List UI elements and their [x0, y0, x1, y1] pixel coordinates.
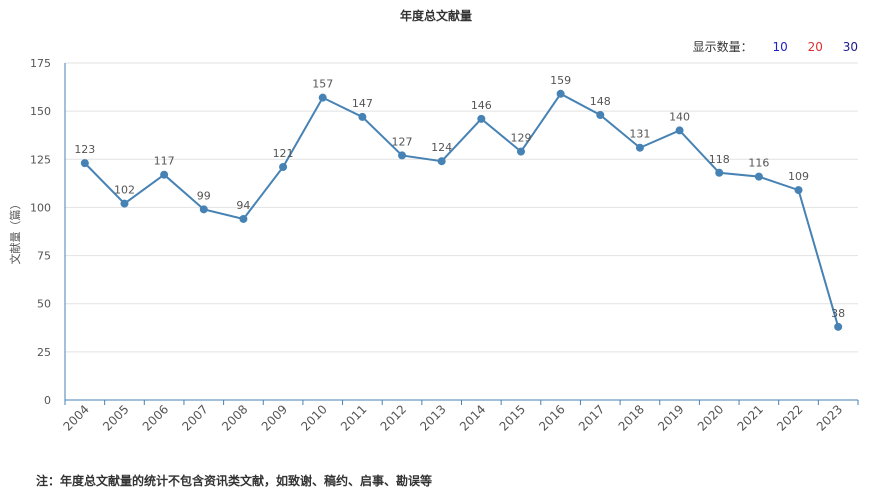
data-label: 99	[197, 189, 211, 202]
data-label: 140	[669, 110, 690, 123]
x-tick-label: 2005	[100, 402, 131, 433]
data-labels: 123 102 117 99 94 121 157 147 127 124 146 129 159 148…	[74, 74, 845, 320]
axes: 0 25 50 75 100 125 150 175 文献量（篇） 2004 2005 2006 200…	[8, 57, 859, 434]
y-tick-label: 150	[30, 105, 51, 118]
data-label: 129	[510, 132, 531, 145]
x-tick-label: 2008	[219, 402, 250, 433]
grid-lines	[65, 62, 858, 401]
data-label: 148	[590, 95, 611, 108]
display-count-option-20[interactable]: 20	[807, 40, 823, 54]
x-tick-label: 2018	[616, 402, 647, 433]
data-label: 102	[114, 184, 135, 197]
data-point[interactable]	[635, 143, 644, 152]
data-point[interactable]	[318, 93, 327, 102]
data-point[interactable]	[279, 162, 288, 171]
y-tick-label: 75	[37, 250, 51, 263]
data-point[interactable]	[80, 159, 89, 168]
data-point[interactable]	[834, 322, 843, 331]
series-line-path	[84, 92, 840, 328]
data-label: 157	[312, 78, 333, 91]
data-label: 127	[392, 135, 413, 148]
x-tick-label: 2016	[536, 402, 567, 433]
data-label: 159	[550, 74, 571, 87]
data-label: 38	[831, 307, 845, 320]
data-point[interactable]	[160, 170, 169, 179]
display-count-option-30[interactable]: 30	[842, 40, 858, 54]
x-tick-label: 2023	[814, 402, 845, 433]
x-tick-label: 2019	[655, 402, 686, 433]
footnote: 注：年度总文献量的统计不包含资讯类文献，如致谢、稿约、启事、勘误等	[36, 474, 433, 488]
data-label: 124	[431, 141, 452, 154]
y-tick-label: 25	[37, 346, 51, 359]
x-tick-label: 2012	[378, 402, 409, 433]
y-tick-label: 100	[30, 201, 51, 214]
data-point[interactable]	[754, 172, 763, 181]
y-tick-label: 175	[30, 57, 51, 70]
display-count-label: 显示数量：	[692, 40, 753, 54]
series-line	[80, 89, 843, 331]
display-count-selector: 显示数量： 10 20 30	[693, 38, 858, 55]
data-label: 109	[788, 170, 809, 183]
y-tick-label: 0	[44, 394, 51, 407]
data-label: 117	[154, 155, 175, 168]
y-tick-label: 50	[37, 298, 51, 311]
data-point[interactable]	[437, 157, 446, 166]
x-tick-label: 2009	[259, 402, 290, 433]
data-label: 123	[74, 143, 95, 156]
data-point[interactable]	[239, 214, 248, 223]
x-tick-label: 2022	[774, 402, 805, 433]
data-point[interactable]	[199, 205, 208, 214]
y-tick-label: 125	[30, 153, 51, 166]
x-tick-label: 2007	[179, 402, 210, 433]
data-point[interactable]	[120, 199, 129, 208]
x-tick-label: 2014	[457, 402, 488, 433]
x-tick-label: 2021	[734, 402, 765, 433]
x-tick-label: 2006	[140, 402, 171, 433]
data-label: 147	[352, 97, 373, 110]
chart-title: 年度总文献量	[399, 9, 472, 23]
x-tick-label: 2017	[576, 402, 607, 433]
data-point[interactable]	[398, 151, 407, 160]
data-label: 121	[273, 147, 294, 160]
display-count-option-10[interactable]: 10	[772, 40, 788, 54]
data-point[interactable]	[477, 114, 486, 123]
data-point[interactable]	[794, 186, 803, 195]
data-label: 118	[709, 153, 730, 166]
x-tick-label: 2020	[695, 402, 726, 433]
y-axis-title: 文献量（篇）	[8, 199, 22, 265]
data-label: 131	[629, 128, 650, 141]
data-point[interactable]	[358, 112, 367, 121]
x-tick-label: 2013	[417, 402, 448, 433]
data-label: 94	[236, 199, 250, 212]
data-label: 146	[471, 99, 492, 112]
data-label: 116	[748, 157, 769, 170]
data-point[interactable]	[675, 126, 684, 135]
data-point[interactable]	[715, 168, 724, 177]
x-tick-label: 2004	[60, 402, 91, 433]
data-point[interactable]	[596, 110, 605, 119]
x-tick-label: 2011	[338, 402, 369, 433]
x-tick-label: 2015	[497, 402, 528, 433]
data-point[interactable]	[556, 89, 565, 98]
x-tick-label: 2010	[298, 402, 329, 433]
data-point[interactable]	[516, 147, 525, 156]
